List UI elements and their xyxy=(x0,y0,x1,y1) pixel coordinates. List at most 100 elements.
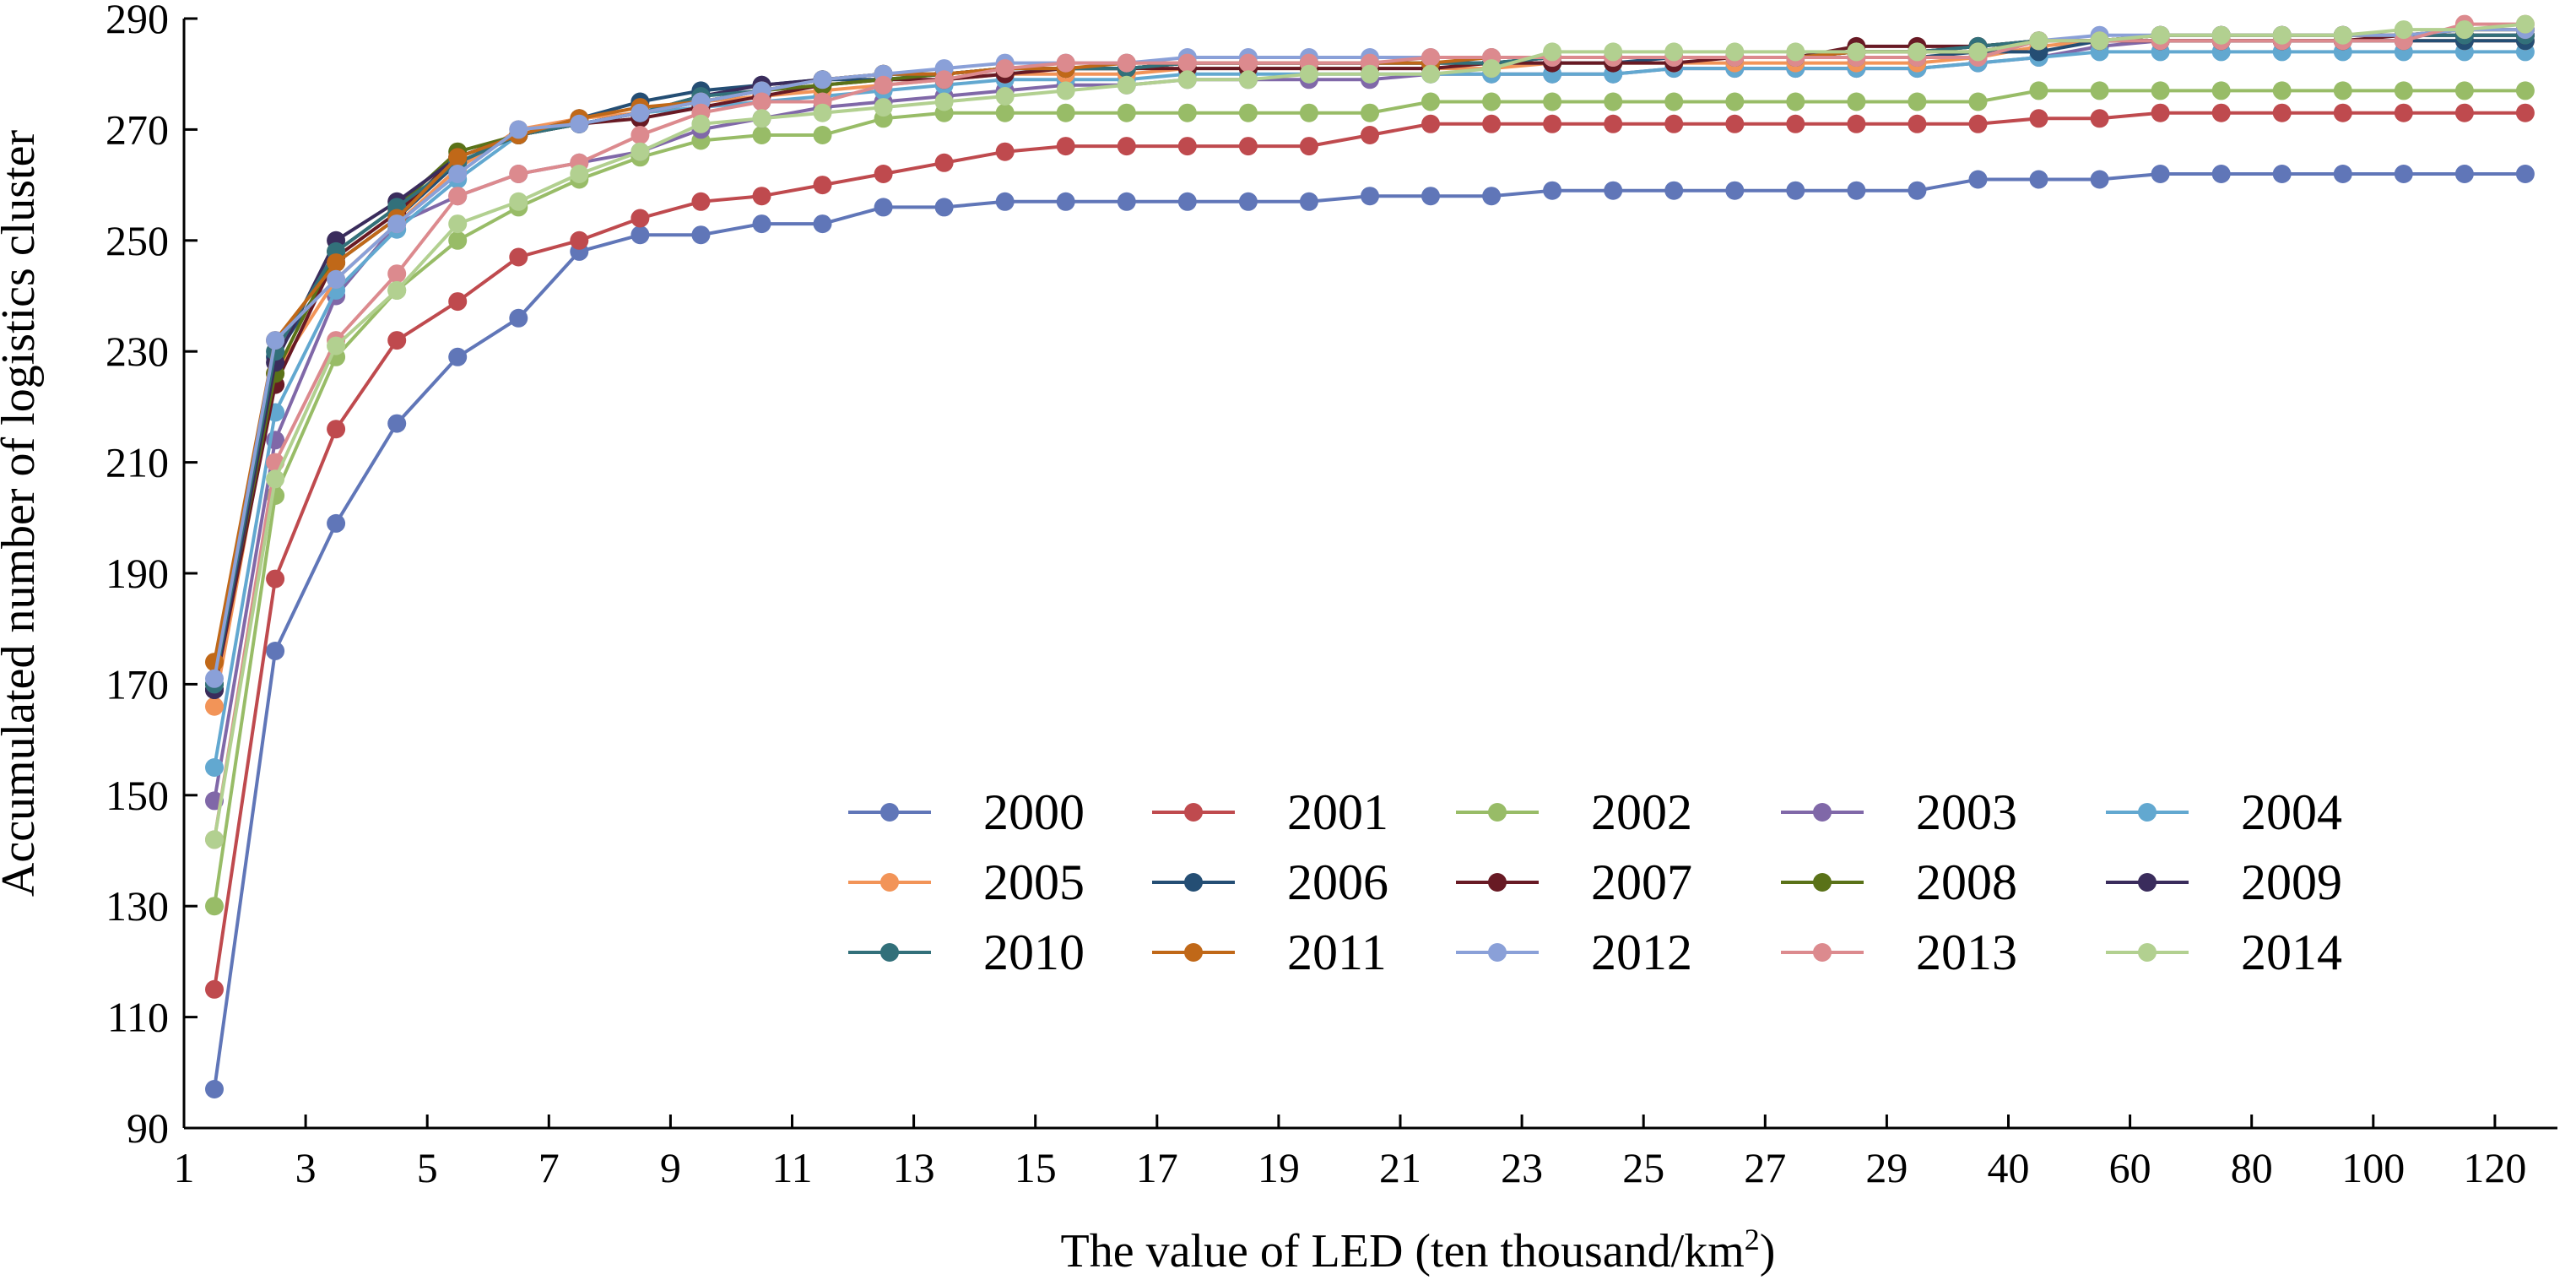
legend-marker xyxy=(880,943,899,962)
data-point xyxy=(2394,20,2413,40)
data-point xyxy=(1482,114,1502,133)
data-point xyxy=(691,114,711,133)
legend-marker xyxy=(1184,943,1203,962)
y-tick-label: 290 xyxy=(106,0,169,42)
legend-label: 2013 xyxy=(1916,925,2017,980)
data-point xyxy=(1725,114,1745,133)
data-point xyxy=(1968,42,1988,62)
series-line xyxy=(213,22,2525,840)
data-point xyxy=(1238,192,1258,211)
data-point xyxy=(934,153,954,172)
data-point xyxy=(509,192,528,211)
data-point xyxy=(1056,192,1075,211)
series-2003 xyxy=(205,31,2535,811)
series-line xyxy=(213,22,2526,840)
data-point xyxy=(1664,114,1684,133)
data-point xyxy=(1421,92,1440,111)
y-tick-label: 90 xyxy=(127,1104,169,1152)
series-line xyxy=(213,50,2525,768)
data-point xyxy=(2211,165,2231,183)
data-point xyxy=(2090,109,2109,128)
data-point xyxy=(995,192,1015,211)
data-point xyxy=(691,192,711,211)
data-point xyxy=(1361,103,1379,122)
legend-marker xyxy=(1488,873,1507,892)
data-point xyxy=(387,214,407,234)
x-axis: 1 3 5 7 9 11 13 15 17 19 21 23 25 27 29 40 60 80 100 120 xyxy=(174,1115,2557,1191)
data-point xyxy=(448,231,468,250)
legend-item-2002: 2002 xyxy=(1456,784,1692,840)
data-point xyxy=(387,264,407,284)
data-point xyxy=(448,187,468,206)
data-point xyxy=(1361,187,1379,206)
legend-label: 2008 xyxy=(1916,854,2017,910)
data-point xyxy=(630,126,650,144)
data-point xyxy=(995,142,1015,161)
data-point xyxy=(1299,137,1318,156)
x-tick-label: 60 xyxy=(2109,1144,2151,1191)
data-point xyxy=(630,142,650,161)
data-point xyxy=(813,70,832,89)
data-point xyxy=(1543,181,1562,200)
data-point xyxy=(448,347,468,366)
data-point xyxy=(1482,59,1502,79)
data-point xyxy=(327,253,346,273)
legend-label: 2010 xyxy=(983,925,1085,980)
data-point xyxy=(691,225,711,245)
data-point xyxy=(995,59,1015,79)
data-point xyxy=(874,165,893,183)
data-point xyxy=(1786,181,1805,200)
legend-item-2009: 2009 xyxy=(2106,854,2342,910)
legend-item-2010: 2010 xyxy=(848,925,1085,980)
data-point xyxy=(2090,81,2109,100)
data-point xyxy=(205,669,224,688)
series-2004 xyxy=(205,42,2535,777)
data-point xyxy=(509,247,528,267)
x-tick-label: 120 xyxy=(2463,1144,2526,1191)
data-point xyxy=(2454,103,2474,122)
y-tick-label: 230 xyxy=(106,328,169,375)
data-point xyxy=(266,331,285,350)
data-point xyxy=(1725,181,1745,200)
legend-item-2005: 2005 xyxy=(848,854,1085,910)
data-point xyxy=(1968,170,1988,189)
data-point xyxy=(813,214,832,234)
data-point xyxy=(327,420,346,439)
data-point xyxy=(1725,92,1745,111)
data-point xyxy=(509,165,528,183)
data-point xyxy=(2333,81,2352,100)
data-point xyxy=(570,114,589,133)
legend-label: 2012 xyxy=(1591,925,1692,980)
data-point xyxy=(752,187,771,206)
legend-marker xyxy=(2138,803,2157,822)
x-tick-label: 5 xyxy=(417,1144,438,1191)
x-tick-label: 19 xyxy=(1258,1144,1300,1191)
data-point xyxy=(1238,53,1258,73)
data-point xyxy=(752,109,771,128)
data-point xyxy=(1299,64,1318,84)
data-point xyxy=(1361,126,1379,144)
data-point xyxy=(1604,114,1623,133)
data-point xyxy=(205,1080,224,1098)
data-point xyxy=(2272,81,2292,100)
data-point xyxy=(1908,114,1927,133)
data-point xyxy=(1177,103,1197,122)
legend-label: 2007 xyxy=(1591,854,1692,910)
legend-label: 2006 xyxy=(1287,854,1388,910)
data-point xyxy=(1968,92,1988,111)
data-point xyxy=(813,103,832,122)
legend-marker xyxy=(880,803,899,822)
data-point xyxy=(874,98,893,117)
data-point xyxy=(2151,81,2170,100)
data-point xyxy=(1664,42,1684,62)
data-point xyxy=(2515,14,2535,34)
data-point xyxy=(630,103,650,122)
y-axis: 90 110 130 150 170 190 210 230 250 270 290 xyxy=(106,0,198,1152)
data-point xyxy=(2029,31,2048,51)
legend-marker xyxy=(1184,803,1203,822)
data-point xyxy=(1847,42,1866,62)
y-tick-label: 110 xyxy=(107,994,169,1041)
data-point xyxy=(2211,25,2231,45)
x-tick-label: 17 xyxy=(1136,1144,1178,1191)
